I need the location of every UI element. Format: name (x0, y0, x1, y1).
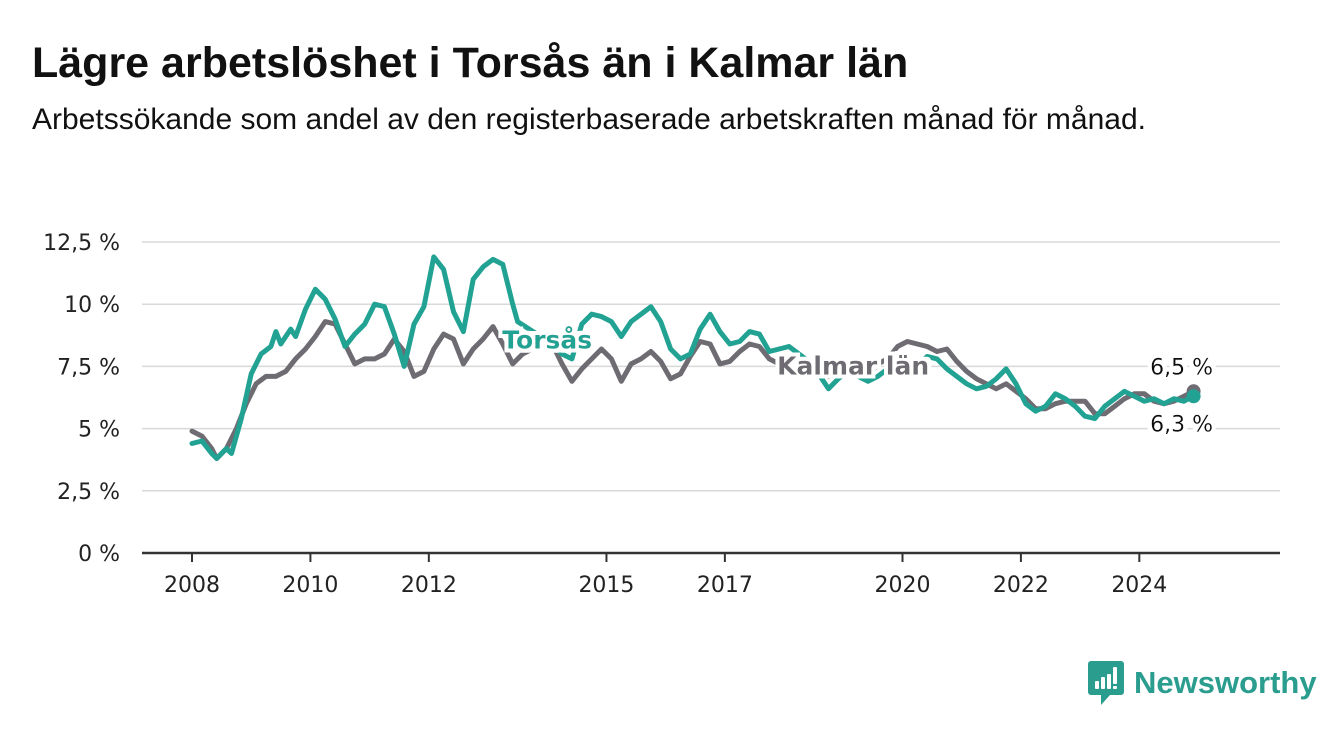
series-line-torsas (189, 254, 1197, 461)
x-tick-label: 2015 (578, 573, 634, 598)
x-tick-label: 2017 (697, 573, 753, 598)
x-tick-label: 2008 (164, 573, 220, 598)
end-point-marker (1186, 389, 1201, 404)
y-tick-label: 10 % (64, 293, 120, 318)
y-axis-labels: 0 % 2,5 % 5 % 7,5 % 10 % 12,5 % (43, 231, 120, 567)
y-tick-label: 0 % (78, 542, 120, 567)
x-tick-label: 2022 (993, 573, 1049, 598)
x-tick-label: 2020 (874, 573, 930, 598)
y-tick-label: 12,5 % (43, 231, 120, 256)
series-label: Kalmar län (777, 351, 929, 380)
brand-name: Newsworthy (1134, 665, 1317, 700)
x-axis: 2008 2010 2012 2015 2017 2020 2022 2024 (142, 551, 1280, 598)
y-tick-label: 5 % (78, 418, 120, 443)
end-value-label: 6,5 % (1150, 355, 1213, 380)
grid-lines (142, 241, 1280, 492)
y-tick-label: 2,5 % (57, 480, 120, 505)
bar-chart-icon (1088, 661, 1124, 705)
x-tick-label: 2012 (401, 573, 457, 598)
end-value-label: 6,3 % (1150, 412, 1213, 437)
newsworthy-logo: Newsworthy (1088, 660, 1317, 706)
chart-subtitle: Arbetssökande som andel av den registerb… (32, 103, 1146, 136)
series-lines (189, 254, 1197, 461)
series-label: Torsås (502, 325, 592, 354)
y-tick-label: 7,5 % (57, 355, 120, 380)
chart-title: Lägre arbetslöshet i Torsås än i Kalmar … (32, 39, 909, 87)
series-labels: 6,5 % 6,3 % Kalmar län Torsås (502, 325, 1213, 437)
x-tick-label: 2010 (282, 573, 338, 598)
x-tick-label: 2024 (1111, 573, 1167, 598)
